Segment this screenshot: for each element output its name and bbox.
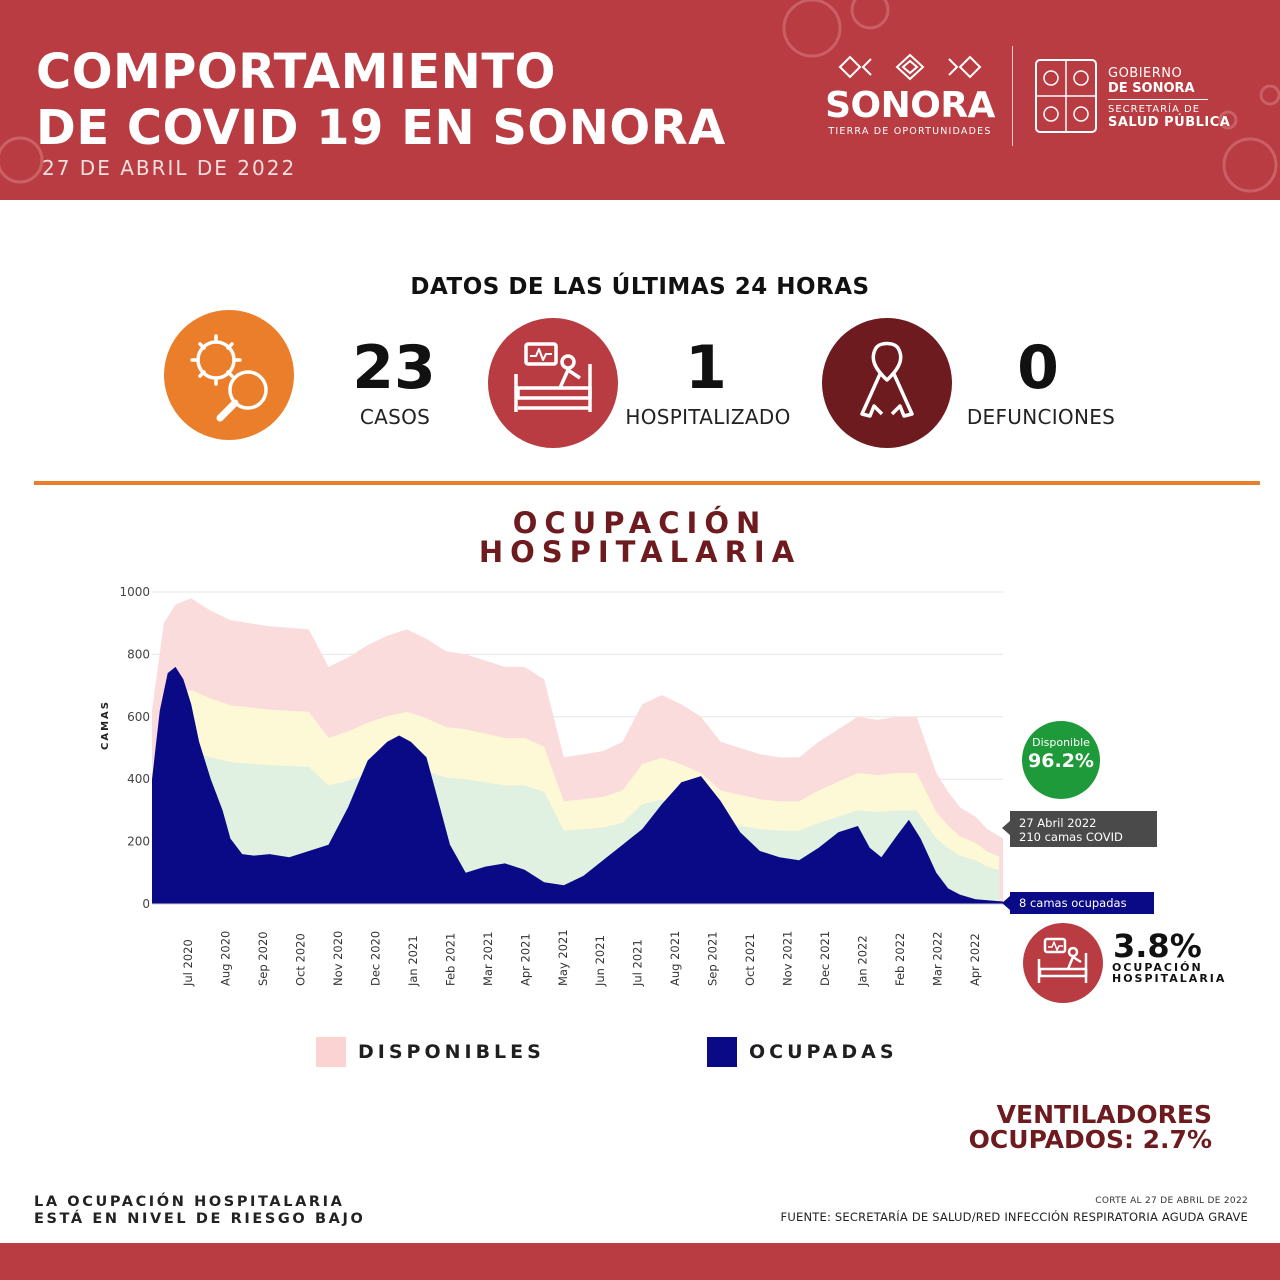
hospital-bed-icon xyxy=(1037,937,1088,983)
hospitalized-value: 1 xyxy=(685,333,727,403)
x-tick-label: Sep 2021 xyxy=(706,931,720,986)
sonora-logo-ornament-icon xyxy=(838,53,982,81)
x-tick-label: Jul 2020 xyxy=(181,939,195,987)
state-shield-icon xyxy=(1035,59,1097,133)
y-tick-label: 1000 xyxy=(119,585,150,599)
cases-label: CASOS xyxy=(359,405,431,429)
x-tick-label: Dec 2021 xyxy=(818,931,832,986)
hospitalized-label: HOSPITALIZADO xyxy=(625,405,791,429)
occupancy-circle xyxy=(1023,923,1103,1003)
deaths-value: 0 xyxy=(1017,333,1059,403)
x-tick-label: Apr 2021 xyxy=(518,933,532,986)
risk-level-note: LA OCUPACIÓN HOSPITALARIA ESTÁ EN NIVEL … xyxy=(34,1194,366,1227)
report-date: 27 DE ABRIL DE 2022 xyxy=(42,156,297,180)
y-tick-label: 400 xyxy=(127,772,150,786)
x-tick-label: Sep 2020 xyxy=(256,931,270,986)
ventilators-note: VENTILADORES OCUPADOS: 2.7% xyxy=(968,1100,1212,1154)
occupied-beds-tooltip: 8 camas ocupadas xyxy=(1002,892,1154,914)
y-tick-label: 600 xyxy=(127,710,150,724)
x-tick-label: Jan 2021 xyxy=(406,935,420,987)
section-divider xyxy=(34,481,1260,485)
source-note: FUENTE: SECRETARÍA DE SALUD/RED INFECCIÓ… xyxy=(780,1210,1248,1224)
x-tick-label: Dec 2020 xyxy=(368,931,382,986)
last-date-tooltip: 27 Abril 2022 210 camas COVID xyxy=(1002,811,1157,847)
x-tick-label: Nov 2021 xyxy=(781,931,795,986)
x-tick-label: Jul 2021 xyxy=(631,939,645,987)
y-tick-label: 200 xyxy=(127,835,150,849)
deaths-label: DEFUNCIONES xyxy=(966,405,1116,429)
y-tick-label: 0 xyxy=(142,897,150,911)
y-axis-label: CAMAS xyxy=(100,700,111,750)
cases-value: 23 xyxy=(352,333,436,403)
x-tick-label: Aug 2021 xyxy=(668,931,682,986)
government-logo-text: GOBIERNO DE SONORA SECRETARÍA DE SALUD P… xyxy=(1108,66,1231,130)
logo-word: SONORA xyxy=(825,85,995,126)
logo-divider xyxy=(1012,46,1013,146)
x-tick-label: Feb 2022 xyxy=(893,933,907,986)
occupancy-label: OCUPACIÓN HOSPITALARIA xyxy=(1112,961,1227,985)
x-tick-label: Feb 2021 xyxy=(443,933,457,986)
page-title: COMPORTAMIENTO DE COVID 19 EN SONORA xyxy=(36,44,726,156)
hospitalized-circle xyxy=(488,318,618,448)
legend-swatch-occupied xyxy=(707,1037,737,1067)
virus-pattern-decoration xyxy=(0,0,1280,193)
chart-title-line1: OCUPACIÓN xyxy=(512,506,768,540)
x-tick-label: Jan 2022 xyxy=(856,935,870,987)
ribbon-icon xyxy=(860,341,914,418)
x-tick-label: Aug 2020 xyxy=(218,931,232,986)
footer-bar xyxy=(0,1243,1280,1280)
chart-title-line2: HOSPITALARIA xyxy=(478,535,802,569)
y-tick-label: 800 xyxy=(127,647,150,661)
occupancy-percent: 3.8% xyxy=(1113,927,1202,965)
x-tick-label: Mar 2021 xyxy=(481,931,495,986)
x-tick-label: Jun 2021 xyxy=(593,935,607,987)
x-tick-label: Nov 2020 xyxy=(331,931,345,986)
logo-tagline: TIERRA DE OPORTUNIDADES xyxy=(828,126,992,137)
deaths-circle xyxy=(822,318,952,448)
x-tick-label: Mar 2022 xyxy=(931,931,945,986)
legend-label-available: DISPONIBLES xyxy=(358,1041,545,1063)
risk-band-green xyxy=(152,751,1000,904)
x-tick-label: May 2021 xyxy=(556,929,570,986)
hospital-bed-icon xyxy=(514,342,592,412)
virus-magnifier-icon xyxy=(190,334,268,422)
kpi-heading: DATOS DE LAS ÚLTIMAS 24 HORAS xyxy=(410,274,870,300)
header-banner: COMPORTAMIENTO DE COVID 19 EN SONORA 27 … xyxy=(0,0,1280,200)
legend-swatch-available xyxy=(316,1037,346,1067)
sonora-logo: SONORA TIERRA DE OPORTUNIDADES xyxy=(820,52,1000,144)
x-tick-label: Apr 2022 xyxy=(968,933,982,986)
available-badge: Disponible 96.2% xyxy=(1022,721,1100,799)
x-tick-label: Oct 2021 xyxy=(743,933,757,986)
risk-band-yellow xyxy=(152,690,1000,904)
cases-circle xyxy=(164,310,294,440)
cutoff-note: CORTE AL 27 DE ABRIL DE 2022 xyxy=(1095,1196,1248,1206)
series-area-occupied xyxy=(152,666,1003,904)
x-tick-label: Oct 2020 xyxy=(293,933,307,986)
series-area-available xyxy=(152,598,1003,904)
legend-label-occupied: OCUPADAS xyxy=(749,1041,898,1063)
